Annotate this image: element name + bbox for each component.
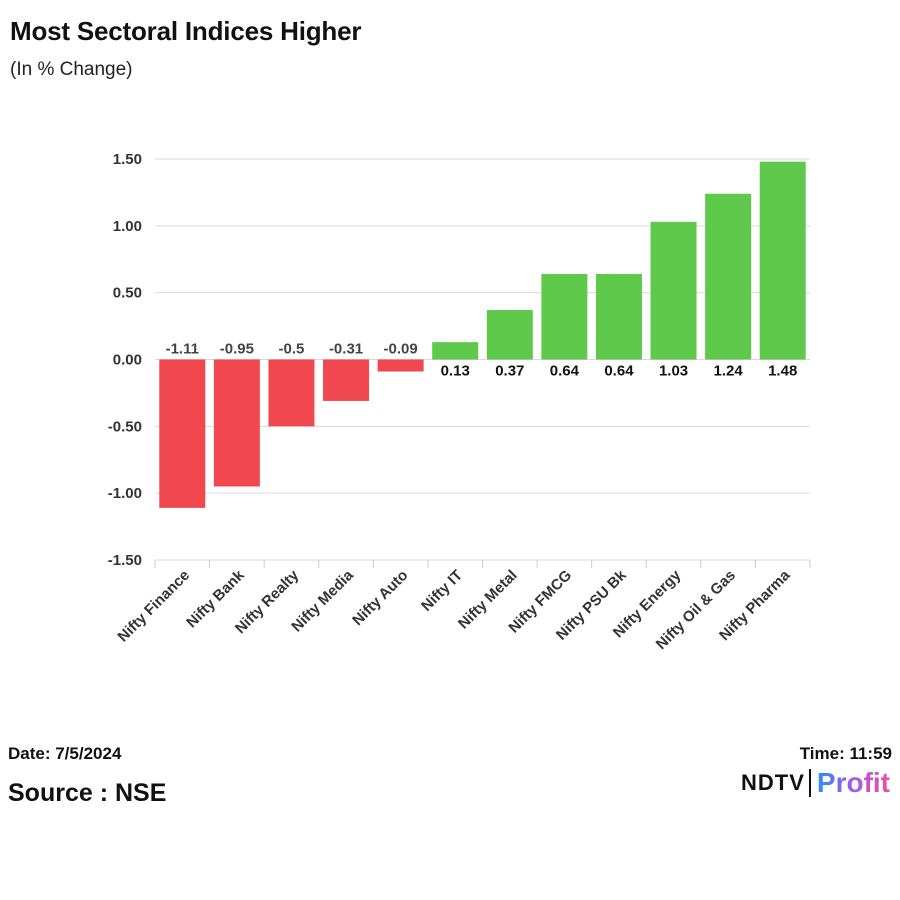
bar [541, 273, 588, 360]
bar [650, 221, 697, 360]
data-label: -0.5 [279, 341, 305, 358]
x-tick-label: Nifty Auto [349, 567, 411, 629]
data-label: 1.48 [768, 363, 797, 380]
data-label: -1.11 [166, 341, 199, 358]
y-tick-label: 0.00 [113, 352, 142, 369]
x-tick-label: Nifty IT [418, 567, 466, 615]
date-label: Date: 7/5/2024 [8, 744, 122, 763]
bar [213, 359, 260, 487]
data-label: -0.31 [329, 341, 363, 358]
chart-title: Most Sectoral Indices Higher [10, 16, 362, 46]
brand-divider [808, 769, 811, 797]
brand-logo: NDTV Profit [741, 766, 890, 800]
bar [486, 310, 533, 360]
time-label: Time: 11:59 [799, 744, 892, 763]
data-label: 1.24 [714, 363, 744, 380]
y-tick-label: -0.50 [108, 418, 142, 435]
bar [159, 359, 206, 508]
bar [377, 359, 424, 372]
bar [595, 273, 642, 360]
x-tick-label: Nifty Finance [114, 567, 193, 646]
source-label: Source : NSE [8, 779, 167, 807]
bar [268, 359, 315, 427]
data-label: -0.95 [220, 341, 254, 358]
data-label: 0.64 [550, 363, 580, 380]
chart-subtitle: (In % Change) [10, 59, 133, 80]
bar-chart: 1.50 1.00 0.50 0.00 -0.50 -1.00 -1.50 -1.11 Nift… [108, 151, 811, 653]
bar [432, 342, 479, 360]
y-tick-label: 0.50 [113, 285, 142, 302]
bar [759, 161, 806, 360]
data-label: -0.09 [384, 341, 418, 358]
brand-profit-text: Profit [816, 767, 890, 798]
y-tick-label: 1.00 [113, 218, 142, 235]
data-label: 0.13 [441, 363, 470, 380]
bar [705, 193, 752, 360]
data-label: 0.37 [495, 363, 524, 380]
data-label: 0.64 [604, 363, 634, 380]
data-label: 1.03 [659, 363, 688, 380]
y-tick-label: -1.50 [108, 552, 142, 569]
y-tick-label: 1.50 [113, 151, 142, 168]
y-tick-label: -1.00 [108, 485, 142, 502]
bar [323, 359, 370, 401]
brand-ndtv-text: NDTV [741, 770, 805, 795]
